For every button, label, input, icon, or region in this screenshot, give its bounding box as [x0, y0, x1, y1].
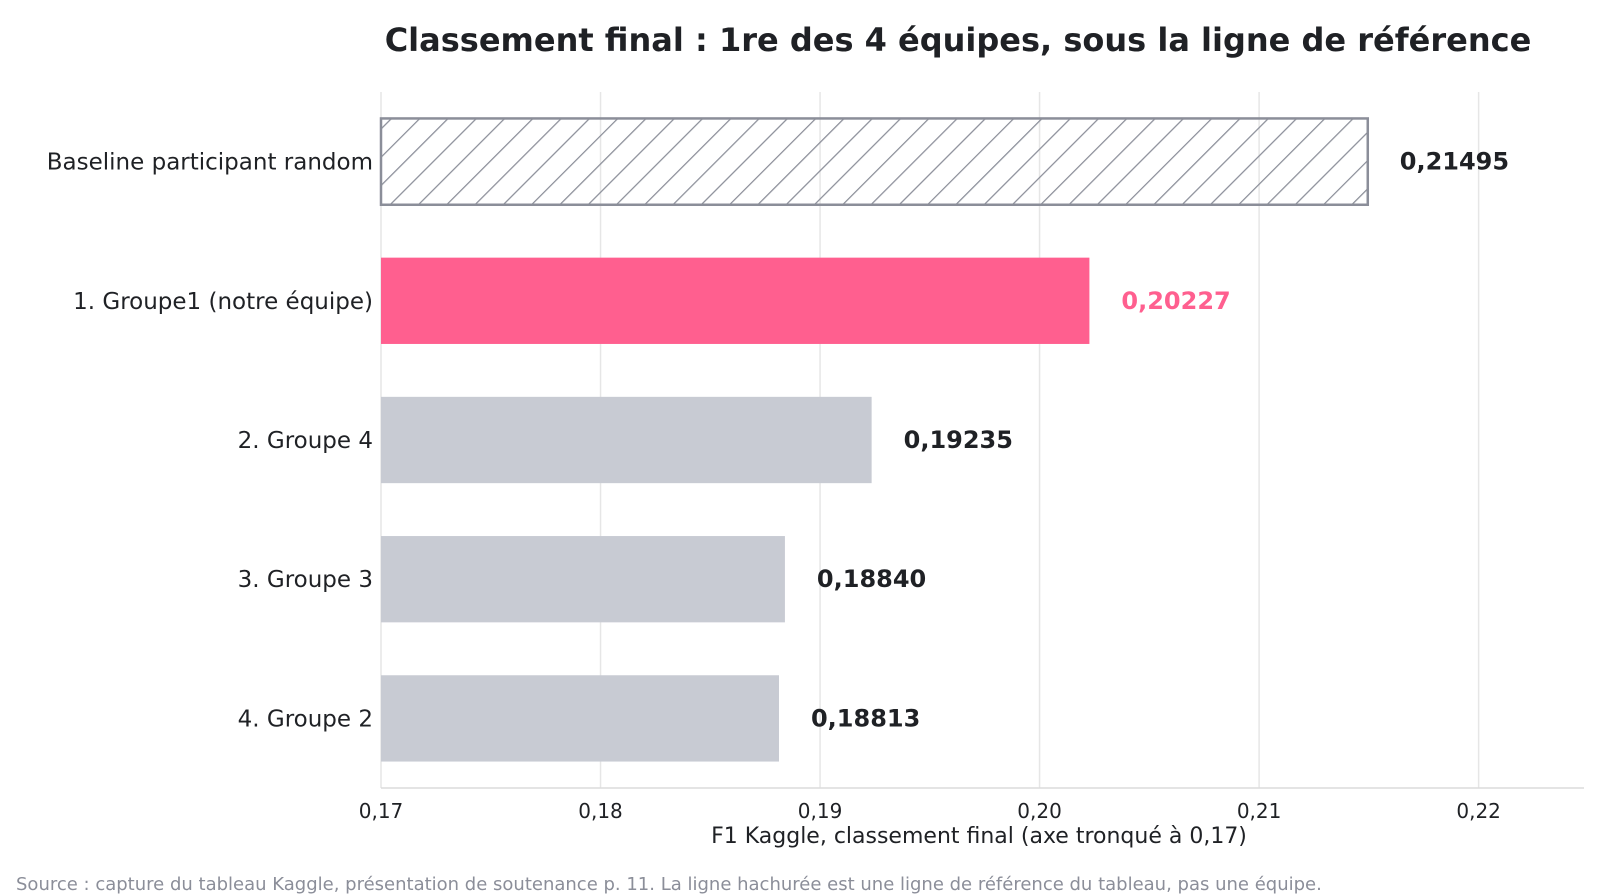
x-tick-label: 0,20	[1017, 799, 1062, 823]
x-tick-label: 0,21	[1237, 799, 1282, 823]
category-label: Baseline participant random	[47, 150, 373, 176]
chart-title: Classement final : 1re des 4 équipes, so…	[385, 21, 1532, 59]
bar-highlight	[381, 257, 1090, 344]
category-label: 2. Groupe 4	[238, 428, 373, 454]
x-tick-label: 0,17	[359, 799, 404, 823]
category-label: 1. Groupe1 (notre équipe)	[73, 289, 373, 315]
category-label: 3. Groupe 3	[238, 567, 373, 593]
category-label: 4. Groupe 2	[238, 706, 373, 732]
value-label: 0,18840	[817, 565, 926, 593]
x-axis-label: F1 Kaggle, classement final (axe tronqué…	[711, 824, 1247, 849]
bar	[381, 536, 785, 623]
bars: 0,21495 0,20227 0,19235 0,18840 0,18813	[379, 117, 1509, 762]
bar	[381, 396, 872, 484]
value-label: 0,19235	[904, 426, 1013, 454]
x-tick-label: 0,22	[1456, 799, 1501, 823]
value-label: 0,18813	[811, 704, 920, 732]
x-tick-label: 0,19	[798, 799, 843, 823]
bar-baseline	[379, 117, 1370, 207]
source-note: Source : capture du tableau Kaggle, prés…	[16, 874, 1322, 895]
x-axis: 0,17 0,18 0,19 0,20 0,21 0,22 Baseline partici…	[47, 150, 1584, 823]
x-tick-label: 0,18	[578, 799, 623, 823]
value-label: 0,20227	[1121, 287, 1230, 315]
value-label: 0,21495	[1400, 148, 1509, 176]
bar	[381, 675, 779, 762]
